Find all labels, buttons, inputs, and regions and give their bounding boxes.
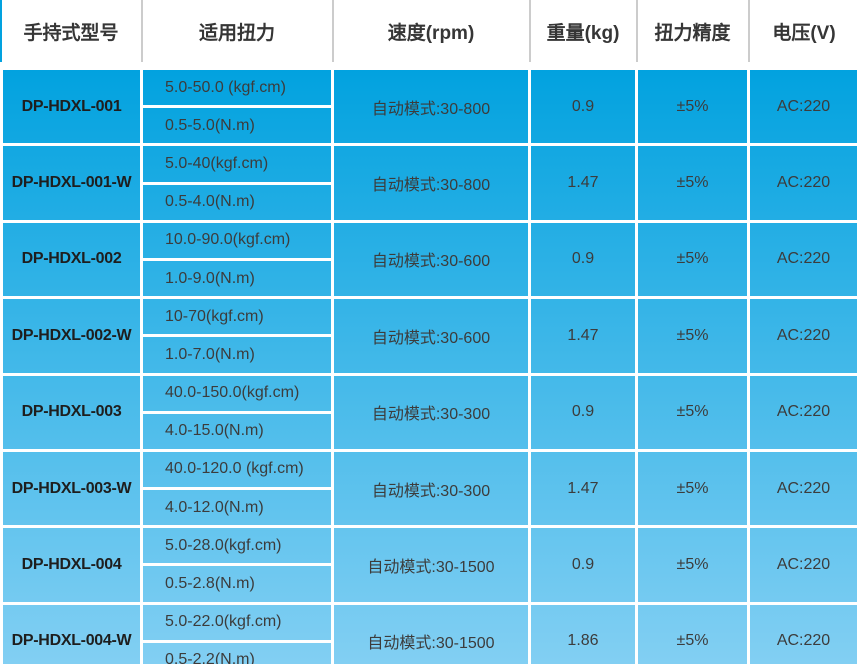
- voltage-cell: AC:220: [747, 448, 857, 529]
- col-header-torque: 适用扭力: [141, 0, 334, 70]
- speed-cell: 自动模式:30-1500: [331, 601, 531, 664]
- table-row: 0.5-5.0(N.m): [2, 105, 857, 147]
- torque-nm-cell: 0.5-5.0(N.m): [140, 105, 334, 147]
- speed-cell: 自动模式:30-1500: [331, 525, 531, 605]
- col-header-accuracy: 扭力精度: [636, 0, 750, 70]
- table-row: DP-HDXL-001-W 5.0-40(kgf.cm) 自动模式:30-800…: [0, 143, 857, 223]
- speed-cell: 自动模式:30-800: [331, 64, 531, 147]
- header-row: 手持式型号 适用扭力 速度(rpm) 重量(kg) 扭力精度 电压(V): [1, 0, 857, 70]
- table-row: 4.0-15.0(N.m): [2, 410, 857, 452]
- table-row: DP-HDXL-001 5.0-50.0 (kgf.cm) 自动模式:30-80…: [0, 64, 857, 147]
- col-header-model: 手持式型号: [1, 0, 143, 70]
- speed-cell: 自动模式:30-800: [331, 143, 531, 223]
- table-body: DP-HDXL-001 5.0-50.0 (kgf.cm) 自动模式:30-80…: [0, 64, 857, 664]
- table-row: 1.0-7.0(N.m): [2, 334, 857, 376]
- model-cell: DP-HDXL-003: [0, 372, 143, 452]
- torque-kgfcm-cell: 40.0-120.0 (kgf.cm): [140, 448, 334, 491]
- model-cell: DP-HDXL-001-W: [0, 143, 143, 223]
- model-cell: DP-HDXL-003-W: [0, 448, 143, 529]
- weight-cell: 1.47: [528, 296, 638, 376]
- torque-nm-cell: 1.0-9.0(N.m): [140, 257, 334, 300]
- weight-cell: 1.86: [528, 601, 638, 664]
- torque-nm-cell: 1.0-7.0(N.m): [140, 334, 334, 376]
- accuracy-cell: ±5%: [635, 525, 750, 605]
- voltage-cell: AC:220: [747, 296, 857, 376]
- weight-cell: 1.47: [528, 143, 638, 223]
- table-row: DP-HDXL-004 5.0-28.0(kgf.cm) 自动模式:30-150…: [0, 525, 857, 605]
- table-row: DP-HDXL-002 10.0-90.0(kgf.cm) 自动模式:30-60…: [0, 219, 857, 300]
- accuracy-cell: ±5%: [635, 448, 750, 529]
- torque-kgfcm-cell: 5.0-28.0(kgf.cm): [140, 525, 334, 567]
- model-cell: DP-HDXL-002-W: [0, 296, 143, 376]
- weight-cell: 0.9: [528, 525, 638, 605]
- model-cell: DP-HDXL-001: [0, 64, 143, 147]
- table-row: DP-HDXL-004-W 5.0-22.0(kgf.cm) 自动模式:30-1…: [0, 601, 857, 664]
- torque-kgfcm-cell: 5.0-50.0 (kgf.cm): [140, 64, 334, 109]
- weight-cell: 0.9: [528, 219, 638, 300]
- model-cell: DP-HDXL-004: [0, 525, 143, 605]
- accuracy-cell: ±5%: [635, 219, 750, 300]
- table-row: 0.5-2.8(N.m): [2, 563, 857, 605]
- torque-kgfcm-cell: 10-70(kgf.cm): [140, 296, 334, 338]
- table-row: 1.0-9.0(N.m): [2, 257, 857, 300]
- torque-nm-cell: 4.0-12.0(N.m): [140, 487, 334, 529]
- speed-cell: 自动模式:30-600: [331, 219, 531, 300]
- speed-cell: 自动模式:30-300: [331, 372, 531, 452]
- table-row: 0.5-2.2(N.m): [2, 639, 857, 664]
- accuracy-cell: ±5%: [635, 64, 750, 147]
- accuracy-cell: ±5%: [635, 143, 750, 223]
- torque-kgfcm-cell: 5.0-22.0(kgf.cm): [140, 601, 334, 643]
- table-row: 4.0-12.0(N.m): [2, 487, 857, 529]
- torque-nm-cell: 4.0-15.0(N.m): [140, 410, 334, 452]
- accuracy-cell: ±5%: [635, 601, 750, 664]
- table-row: 0.5-4.0(N.m): [2, 181, 857, 223]
- voltage-cell: AC:220: [747, 64, 857, 147]
- col-header-weight: 重量(kg): [529, 0, 638, 70]
- col-header-voltage: 电压(V): [748, 0, 857, 70]
- weight-cell: 0.9: [528, 372, 638, 452]
- speed-cell: 自动模式:30-600: [331, 296, 531, 376]
- accuracy-cell: ±5%: [635, 296, 750, 376]
- voltage-cell: AC:220: [747, 372, 857, 452]
- torque-nm-cell: 0.5-4.0(N.m): [140, 181, 334, 223]
- table-row: DP-HDXL-003-W 40.0-120.0 (kgf.cm) 自动模式:3…: [0, 448, 857, 529]
- voltage-cell: AC:220: [747, 143, 857, 223]
- torque-kgfcm-cell: 10.0-90.0(kgf.cm): [140, 219, 334, 261]
- voltage-cell: AC:220: [747, 219, 857, 300]
- speed-cell: 自动模式:30-300: [331, 448, 531, 529]
- torque-kgfcm-cell: 5.0-40(kgf.cm): [140, 143, 334, 185]
- table-header: 手持式型号 适用扭力 速度(rpm) 重量(kg) 扭力精度 电压(V): [1, 0, 857, 70]
- model-cell: DP-HDXL-002: [0, 219, 143, 300]
- torque-nm-cell: 0.5-2.8(N.m): [140, 563, 334, 605]
- model-cell: DP-HDXL-004-W: [0, 601, 143, 664]
- voltage-cell: AC:220: [747, 601, 857, 664]
- weight-cell: 0.9: [528, 64, 638, 147]
- torque-nm-cell: 0.5-2.2(N.m): [140, 639, 334, 664]
- accuracy-cell: ±5%: [635, 372, 750, 452]
- weight-cell: 1.47: [528, 448, 638, 529]
- table-row: DP-HDXL-002-W 10-70(kgf.cm) 自动模式:30-600 …: [0, 296, 857, 376]
- table-row: DP-HDXL-003 40.0-150.0(kgf.cm) 自动模式:30-3…: [0, 372, 857, 452]
- col-header-speed: 速度(rpm): [332, 0, 531, 70]
- torque-kgfcm-cell: 40.0-150.0(kgf.cm): [140, 372, 334, 414]
- voltage-cell: AC:220: [747, 525, 857, 605]
